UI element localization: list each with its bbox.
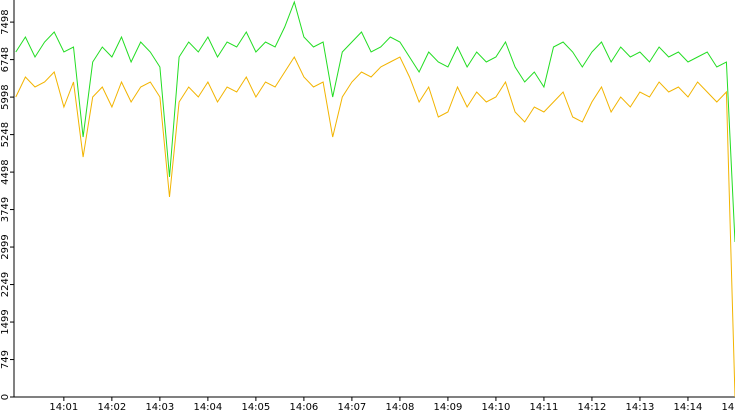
y-tick-label: 749 bbox=[0, 350, 11, 369]
x-tick-label: 14:03 bbox=[145, 402, 174, 413]
x-tick-label: 14:13 bbox=[626, 402, 655, 413]
x-tick-label: 14:11 bbox=[530, 402, 559, 413]
y-tick-label: 2249 bbox=[0, 272, 11, 297]
x-tick-label: 14:06 bbox=[289, 402, 318, 413]
y-tick-label: 0 bbox=[0, 394, 11, 400]
y-tick-label: 3749 bbox=[0, 197, 11, 222]
y-tick-label: 1499 bbox=[0, 309, 11, 334]
y-tick-label: 4498 bbox=[0, 159, 11, 184]
x-tick-label: 14:01 bbox=[49, 402, 78, 413]
y-tick-label: 2999 bbox=[0, 234, 11, 259]
y-tick-label: 5998 bbox=[0, 84, 11, 109]
x-tick-label: 14:12 bbox=[578, 402, 607, 413]
x-tick-label: 14:15 bbox=[722, 402, 735, 413]
y-tick-label: 5248 bbox=[0, 122, 11, 147]
y-tick-label: 6748 bbox=[0, 47, 11, 72]
x-tick-label: 14:10 bbox=[482, 402, 511, 413]
x-tick-label: 14:05 bbox=[241, 402, 270, 413]
x-tick-label: 14:09 bbox=[433, 402, 462, 413]
x-tick-label: 14:14 bbox=[674, 402, 703, 413]
x-tick-label: 14:07 bbox=[337, 402, 366, 413]
x-tick-label: 14:04 bbox=[193, 402, 222, 413]
x-tick-label: 14:02 bbox=[97, 402, 126, 413]
series-line bbox=[15, 55, 735, 398]
series-line bbox=[15, 0, 735, 243]
y-tick-label: 7498 bbox=[0, 9, 11, 34]
x-tick-label: 14:08 bbox=[385, 402, 414, 413]
